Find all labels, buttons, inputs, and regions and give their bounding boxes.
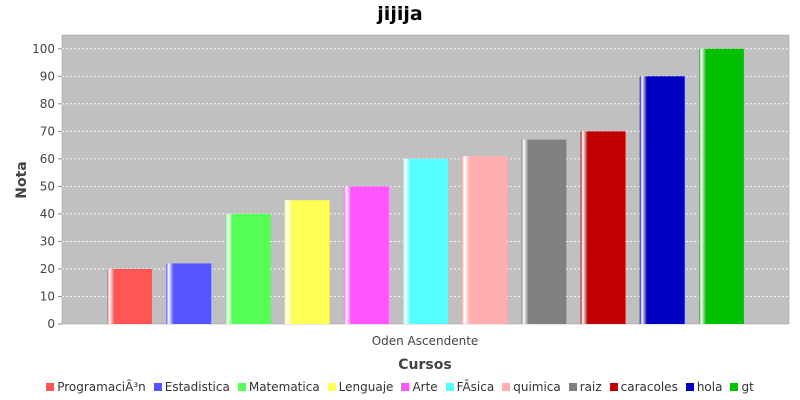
legend-label: gt <box>741 380 754 394</box>
legend-label: hola <box>696 380 723 394</box>
legend-item: Matematica <box>237 380 320 394</box>
chart-title: jijija <box>377 3 423 25</box>
legend-label: Matematica <box>248 380 320 394</box>
bar <box>639 76 685 325</box>
legend-swatch <box>609 383 618 391</box>
bar <box>343 186 389 324</box>
legend-swatch <box>401 383 410 391</box>
legend-item: Lenguaje <box>327 380 394 394</box>
y-tick-label: 90 <box>40 69 55 83</box>
legend-item: Arte <box>401 380 438 394</box>
legend-label: raiz <box>579 380 602 394</box>
legend-item: caracoles <box>609 380 678 394</box>
legend-swatch <box>153 383 162 391</box>
legend-item: Estadistica <box>153 380 230 394</box>
legend-item: raiz <box>568 380 602 394</box>
y-axis-ticks: 0 10 20 30 40 50 60 70 80 90 100 <box>32 42 62 331</box>
bar <box>403 158 448 324</box>
bar <box>698 48 744 325</box>
y-tick-label: 70 <box>40 124 55 138</box>
y-tick-label: 100 <box>32 42 55 56</box>
bars <box>107 48 744 325</box>
legend-label: ProgramaciÃ³n <box>57 380 146 394</box>
legend-label: Lenguaje <box>338 380 394 394</box>
legend-swatch <box>502 383 511 391</box>
legend-label: quimica <box>513 380 561 394</box>
y-axis-title: Nota <box>14 161 30 198</box>
y-tick-label: 30 <box>40 234 55 248</box>
bar <box>580 131 626 324</box>
legend-label: Arte <box>412 380 438 394</box>
legend-swatch <box>237 383 246 391</box>
legend-swatch <box>685 383 694 391</box>
legend-label: FÃ­sica <box>456 380 495 394</box>
bar <box>225 213 271 324</box>
legend-item: FÃ­sica <box>445 380 495 394</box>
bar <box>521 139 567 324</box>
legend-label: Estadistica <box>164 380 230 394</box>
y-tick-label: 50 <box>40 179 55 193</box>
y-tick-label: 10 <box>40 289 55 303</box>
legend-item: quimica <box>502 380 561 394</box>
y-tick-label: 0 <box>47 317 55 331</box>
bar <box>462 156 508 324</box>
legend-item: hola <box>685 380 723 394</box>
x-category-label: Oden Ascendente <box>372 334 479 348</box>
legend-item: ProgramaciÃ³n <box>46 380 146 394</box>
bar-chart: 0 10 20 30 40 50 60 70 80 90 100 Oden Ascendente C… <box>14 34 790 373</box>
legend-swatch <box>445 383 454 391</box>
bar <box>166 263 212 324</box>
legend-swatch <box>730 383 739 391</box>
y-tick-label: 40 <box>40 207 55 221</box>
legend-item: gt <box>730 380 754 394</box>
x-axis-title: Cursos <box>398 357 451 373</box>
legend: ProgramaciÃ³n Estadistica Matematica Lengua… <box>0 380 800 394</box>
legend-swatch <box>568 383 577 391</box>
bar <box>107 268 153 324</box>
legend-swatch <box>46 383 55 391</box>
legend-swatch <box>327 383 336 391</box>
y-tick-label: 20 <box>40 262 55 276</box>
bar <box>284 200 330 324</box>
y-tick-label: 80 <box>40 97 55 111</box>
y-tick-label: 60 <box>40 152 55 166</box>
legend-label: caracoles <box>620 380 678 394</box>
